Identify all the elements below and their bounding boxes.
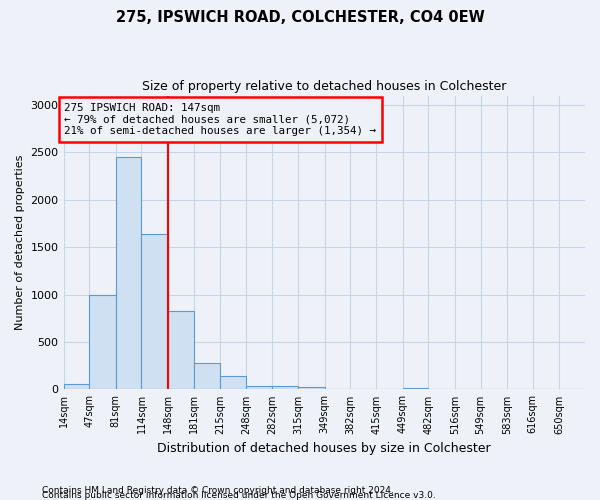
- Y-axis label: Number of detached properties: Number of detached properties: [15, 155, 25, 330]
- Text: Contains HM Land Registry data © Crown copyright and database right 2024.: Contains HM Land Registry data © Crown c…: [42, 486, 394, 495]
- X-axis label: Distribution of detached houses by size in Colchester: Distribution of detached houses by size …: [157, 442, 491, 455]
- Bar: [403, 388, 428, 390]
- Bar: [272, 386, 298, 390]
- Bar: [142, 234, 168, 390]
- Text: 275, IPSWICH ROAD, COLCHESTER, CO4 0EW: 275, IPSWICH ROAD, COLCHESTER, CO4 0EW: [116, 10, 484, 25]
- Bar: [194, 363, 220, 390]
- Bar: [116, 157, 142, 390]
- Title: Size of property relative to detached houses in Colchester: Size of property relative to detached ho…: [142, 80, 506, 93]
- Text: Contains public sector information licensed under the Open Government Licence v3: Contains public sector information licen…: [42, 491, 436, 500]
- Bar: [64, 384, 89, 390]
- Bar: [220, 376, 246, 390]
- Bar: [298, 386, 325, 390]
- Text: 275 IPSWICH ROAD: 147sqm
← 79% of detached houses are smaller (5,072)
21% of sem: 275 IPSWICH ROAD: 147sqm ← 79% of detach…: [64, 103, 376, 136]
- Bar: [168, 310, 194, 390]
- Bar: [246, 386, 272, 390]
- Bar: [89, 294, 116, 390]
